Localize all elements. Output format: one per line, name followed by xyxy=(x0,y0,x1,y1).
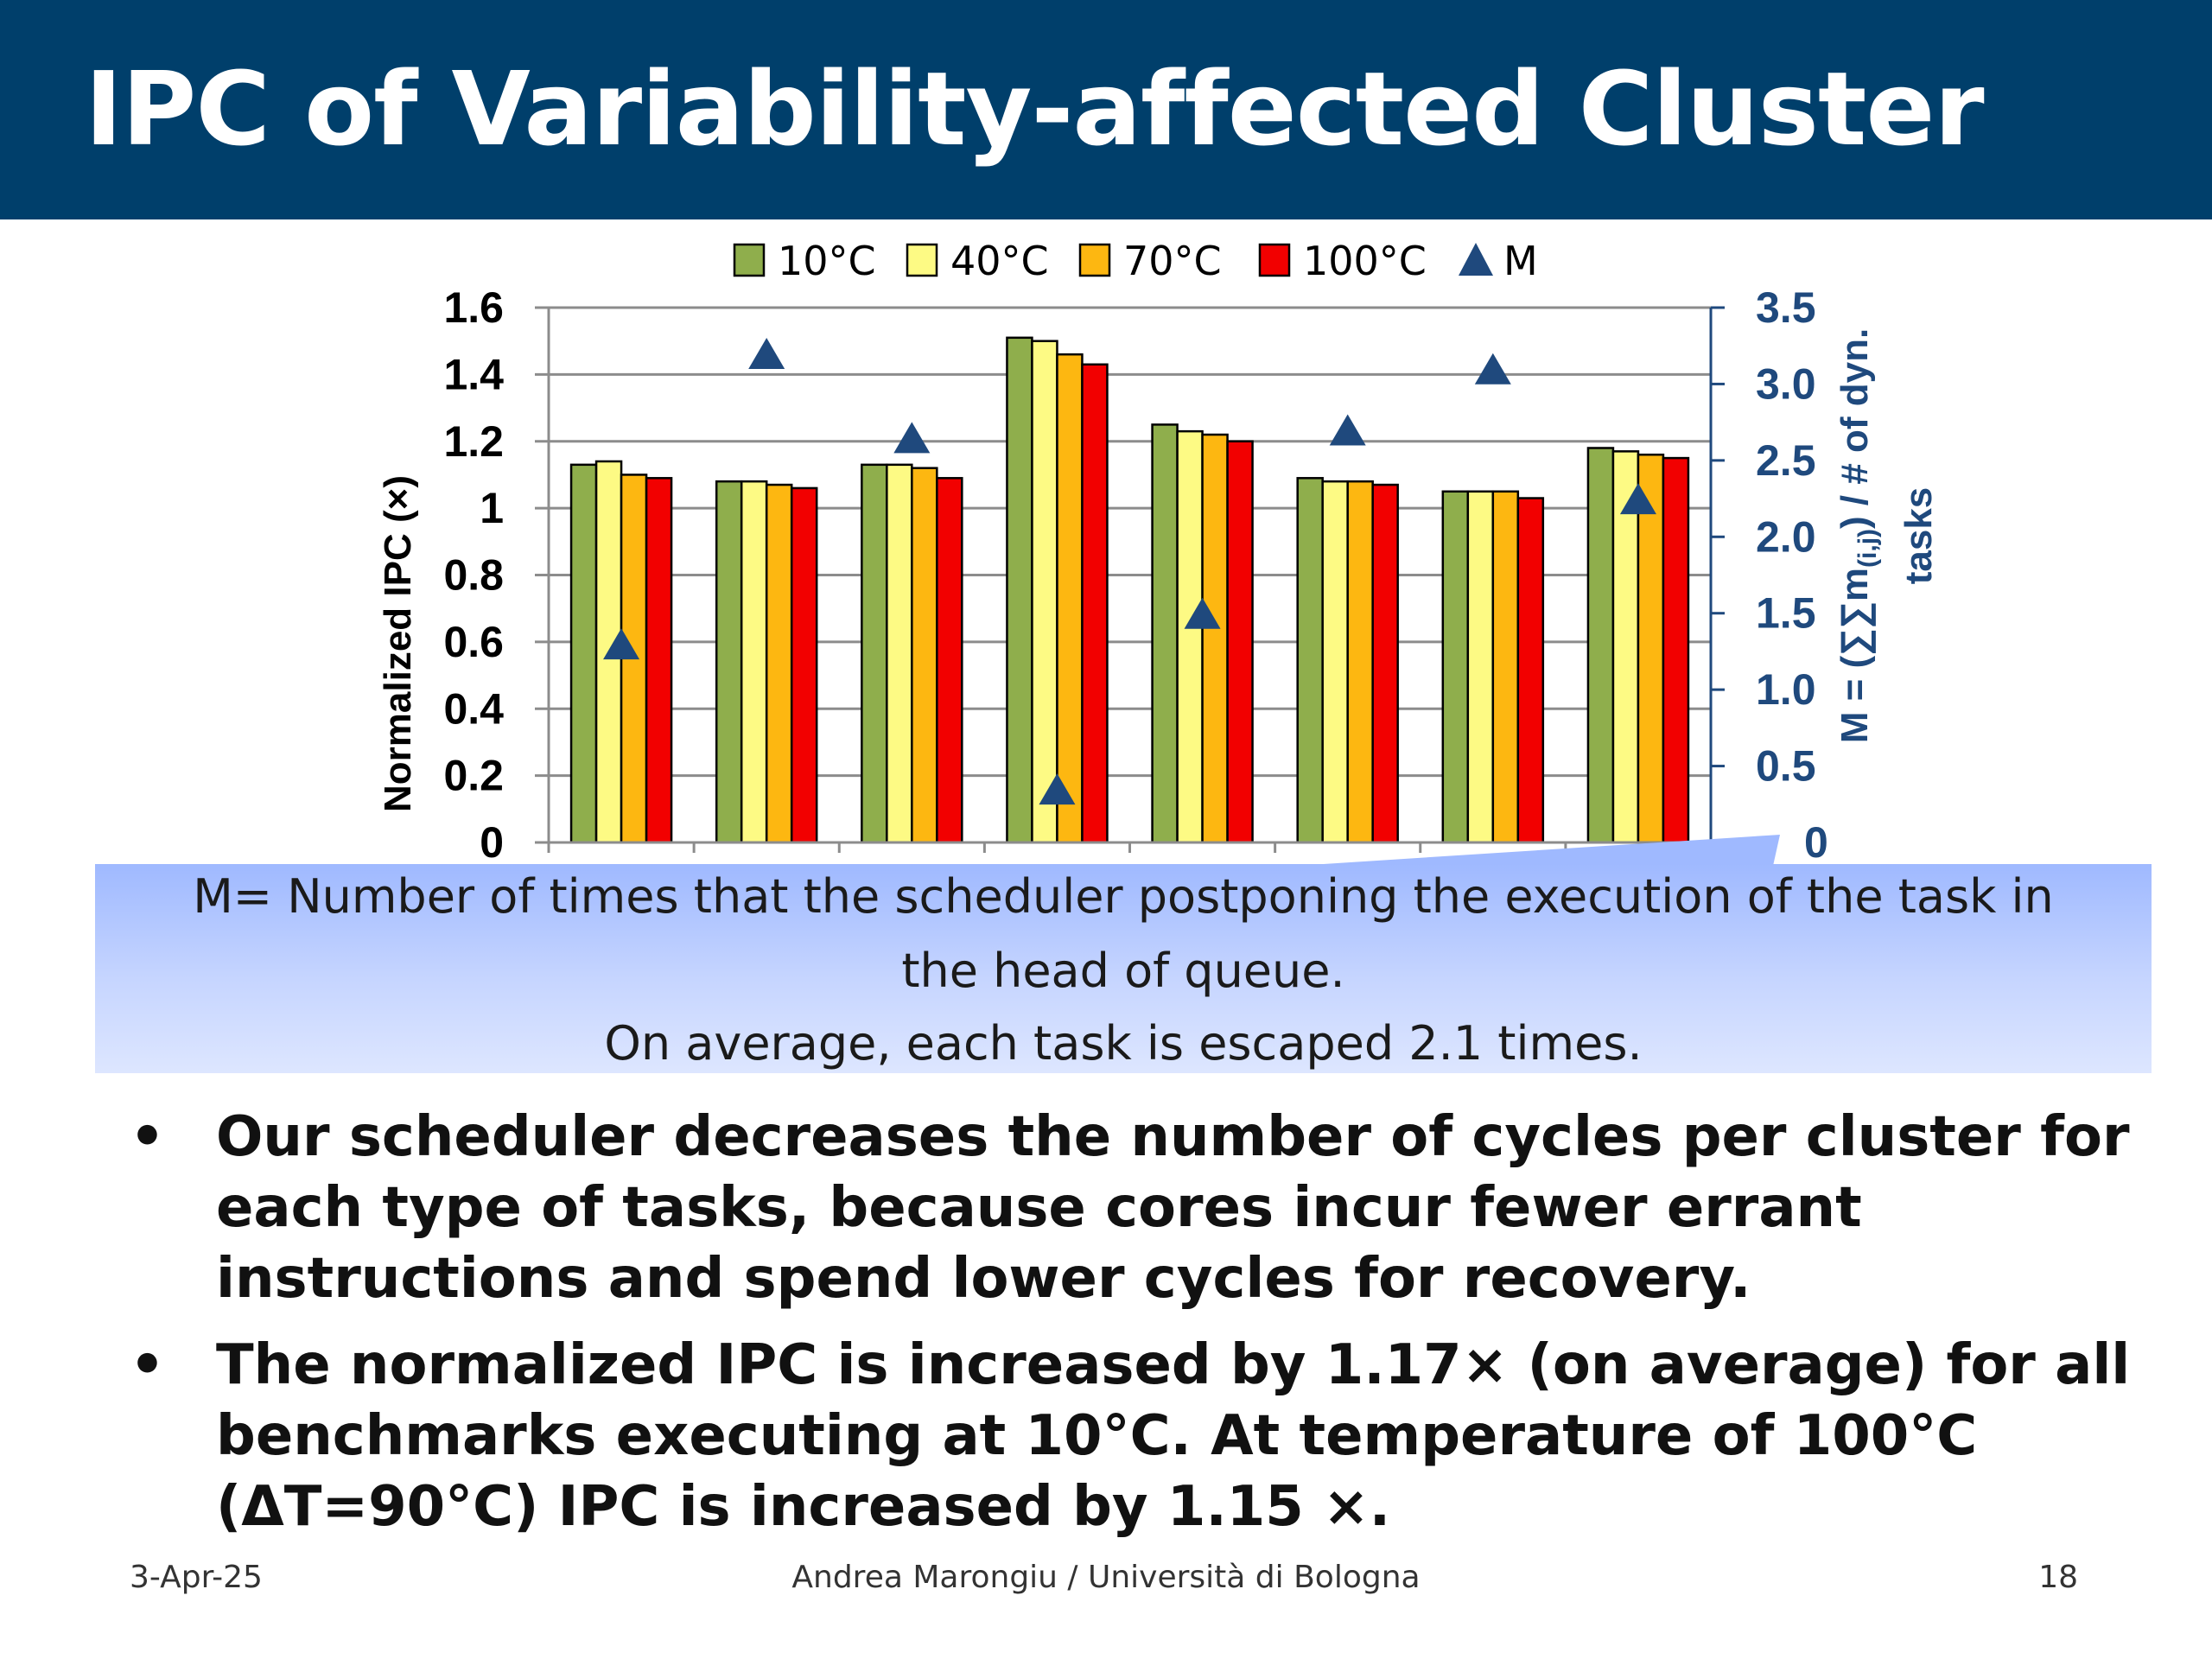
y2-tick-label: 0.5 xyxy=(1756,742,1816,791)
m-marker xyxy=(748,338,785,370)
bullet-list: • Our scheduler decreases the number of … xyxy=(130,1102,2143,1558)
legend-swatch xyxy=(733,243,766,277)
bullet-item: • The normalized IPC is increased by 1.1… xyxy=(130,1330,2143,1542)
legend-swatch xyxy=(906,243,938,277)
y2-tick-label: 3.5 xyxy=(1756,283,1816,332)
chart-markers xyxy=(603,338,1656,805)
bullet-item: • Our scheduler decreases the number of … xyxy=(130,1102,2143,1314)
bar xyxy=(1637,453,1665,844)
page-number: 18 xyxy=(2038,1560,2078,1595)
legend-swatch xyxy=(1078,243,1111,277)
y-tick-label: 1.4 xyxy=(443,350,504,398)
right-axis-label-line2: tasks xyxy=(1897,487,1940,585)
y2-tick-label: 1.0 xyxy=(1756,665,1816,714)
legend-label: 10°C xyxy=(778,238,876,284)
right-axis-label-suffix: ) / # of dyn. xyxy=(1834,328,1876,529)
m-marker xyxy=(1039,773,1076,805)
y2-tick-label: 2.0 xyxy=(1756,512,1816,561)
right-axis-label-prefix: M = (∑∑m xyxy=(1834,568,1876,743)
bar xyxy=(1056,353,1084,844)
chart-axes: 0 0.2 0.4 0.6 0.8 1 1.2 1.4 1.6 0.5 1.0 1.5 2.0 2.5 3.… xyxy=(443,283,1827,867)
m-marker xyxy=(893,422,931,454)
title-bar: IPC of Variability-affected Cluster xyxy=(0,0,2212,219)
y-tick-label: 0 xyxy=(480,818,504,867)
footer-date: 3-Apr-25 xyxy=(130,1560,263,1595)
m-marker xyxy=(1619,483,1656,515)
bullet-text: Our scheduler decreases the number of cy… xyxy=(216,1105,2130,1311)
slide-footer: 3-Apr-25 Andrea Marongiu / Università di… xyxy=(0,1560,2212,1603)
callout-line-2: the head of queue. xyxy=(901,944,1345,998)
bullet-text: The normalized IPC is increased by 1.17×… xyxy=(216,1333,2131,1539)
y-tick-label: 0.4 xyxy=(443,684,504,733)
bar xyxy=(936,477,963,844)
legend-label: 40°C xyxy=(950,238,1049,284)
callout-line-1: M= Number of times that the scheduler po… xyxy=(193,869,2054,924)
bar xyxy=(911,467,938,844)
bar xyxy=(790,486,818,844)
y2-tick-label: 3.0 xyxy=(1756,359,1816,408)
legend-label: 70°C xyxy=(1123,238,1222,284)
bar xyxy=(1586,447,1615,844)
y2-tick-label: 0 xyxy=(1804,818,1828,867)
right-axis-label: M = (∑∑m(i,j)) / # of dyn. tasks xyxy=(1834,328,1940,744)
bar xyxy=(1466,490,1495,844)
m-marker xyxy=(603,628,640,660)
y-tick-label: 0.8 xyxy=(443,551,504,600)
annotation-callout: M= Number of times that the scheduler po… xyxy=(95,864,2152,1073)
bar xyxy=(1491,490,1520,844)
chart-bars xyxy=(569,336,1690,844)
ipc-chart: 0 0.2 0.4 0.6 0.8 1 1.2 1.4 1.6 0.5 1.0 1.5 2.0 2.5 3.… xyxy=(377,238,1940,867)
m-marker xyxy=(1474,353,1511,385)
y2-tick-label: 2.5 xyxy=(1756,436,1816,485)
legend-marker xyxy=(1459,243,1493,276)
legend-label: 100°C xyxy=(1303,238,1427,284)
right-axis-label-subscript: (i,j) xyxy=(1853,529,1882,568)
m-marker xyxy=(1329,414,1366,446)
svg-text:M = (∑∑m(i,j)) / # of dyn.: M = (∑∑m(i,j)) / # of dyn. xyxy=(1834,328,1882,744)
bar xyxy=(1441,490,1470,844)
y-tick-label: 1.2 xyxy=(443,417,504,466)
callout-line-3: On average, each task is escaped 2.1 tim… xyxy=(604,1016,1643,1071)
y-tick-label: 1 xyxy=(480,484,504,532)
y-axis-label: Normalized IPC (×) xyxy=(377,475,419,812)
y-tick-label: 0.6 xyxy=(443,618,504,666)
bar xyxy=(740,480,768,844)
y2-tick-label: 1.5 xyxy=(1756,589,1816,638)
y-tick-label: 1.6 xyxy=(443,283,504,332)
slide-title: IPC of Variability-affected Cluster xyxy=(85,49,1985,168)
legend-swatch xyxy=(1258,243,1291,277)
y-tick-label: 0.2 xyxy=(443,752,504,800)
m-marker xyxy=(1184,597,1221,629)
legend-label: M xyxy=(1503,238,1538,284)
bullet-dot: • xyxy=(130,1333,165,1397)
bar xyxy=(1516,497,1545,844)
chart-legend: 10°C 40°C 70°C 100°C M xyxy=(733,238,1538,284)
footer-author: Andrea Marongiu / Università di Bologna xyxy=(791,1560,1421,1595)
bullet-dot: • xyxy=(130,1105,165,1169)
bar xyxy=(645,477,673,844)
bar xyxy=(1371,483,1399,844)
